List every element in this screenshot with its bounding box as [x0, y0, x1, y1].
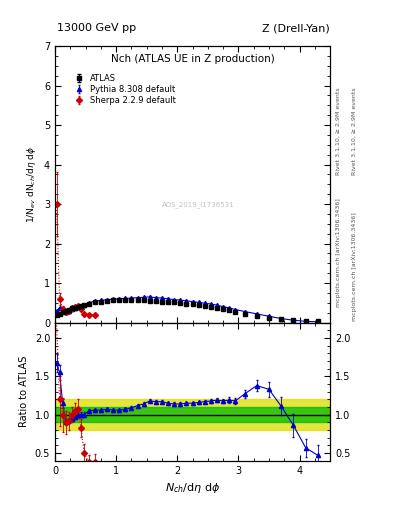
X-axis label: $N_{ch}$/d$\eta$ d$\phi$: $N_{ch}$/d$\eta$ d$\phi$	[165, 481, 220, 495]
Y-axis label: Ratio to ATLAS: Ratio to ATLAS	[19, 356, 29, 428]
Text: AOS_2019_I1736531: AOS_2019_I1736531	[162, 201, 234, 208]
Legend: ATLAS, Pythia 8.308 default, Sherpa 2.2.9 default: ATLAS, Pythia 8.308 default, Sherpa 2.2.…	[70, 72, 178, 107]
Y-axis label: 1/N$_{ev}$ dN$_{ch}$/d$\eta$ d$\phi$: 1/N$_{ev}$ dN$_{ch}$/d$\eta$ d$\phi$	[26, 146, 39, 223]
Text: Rivet 3.1.10, ≥ 2.9M events: Rivet 3.1.10, ≥ 2.9M events	[352, 88, 357, 175]
Text: Z (Drell-Yan): Z (Drell-Yan)	[262, 23, 329, 33]
Text: mcplots.cern.ch [arXiv:1306.3436]: mcplots.cern.ch [arXiv:1306.3436]	[352, 212, 357, 321]
Text: mcplots.cern.ch [arXiv:1306.3436]: mcplots.cern.ch [arXiv:1306.3436]	[336, 198, 341, 307]
Text: Rivet 3.1.10, ≥ 2.9M events: Rivet 3.1.10, ≥ 2.9M events	[336, 88, 341, 175]
Text: 13000 GeV pp: 13000 GeV pp	[57, 23, 136, 33]
Text: Nch (ATLAS UE in Z production): Nch (ATLAS UE in Z production)	[111, 54, 274, 65]
